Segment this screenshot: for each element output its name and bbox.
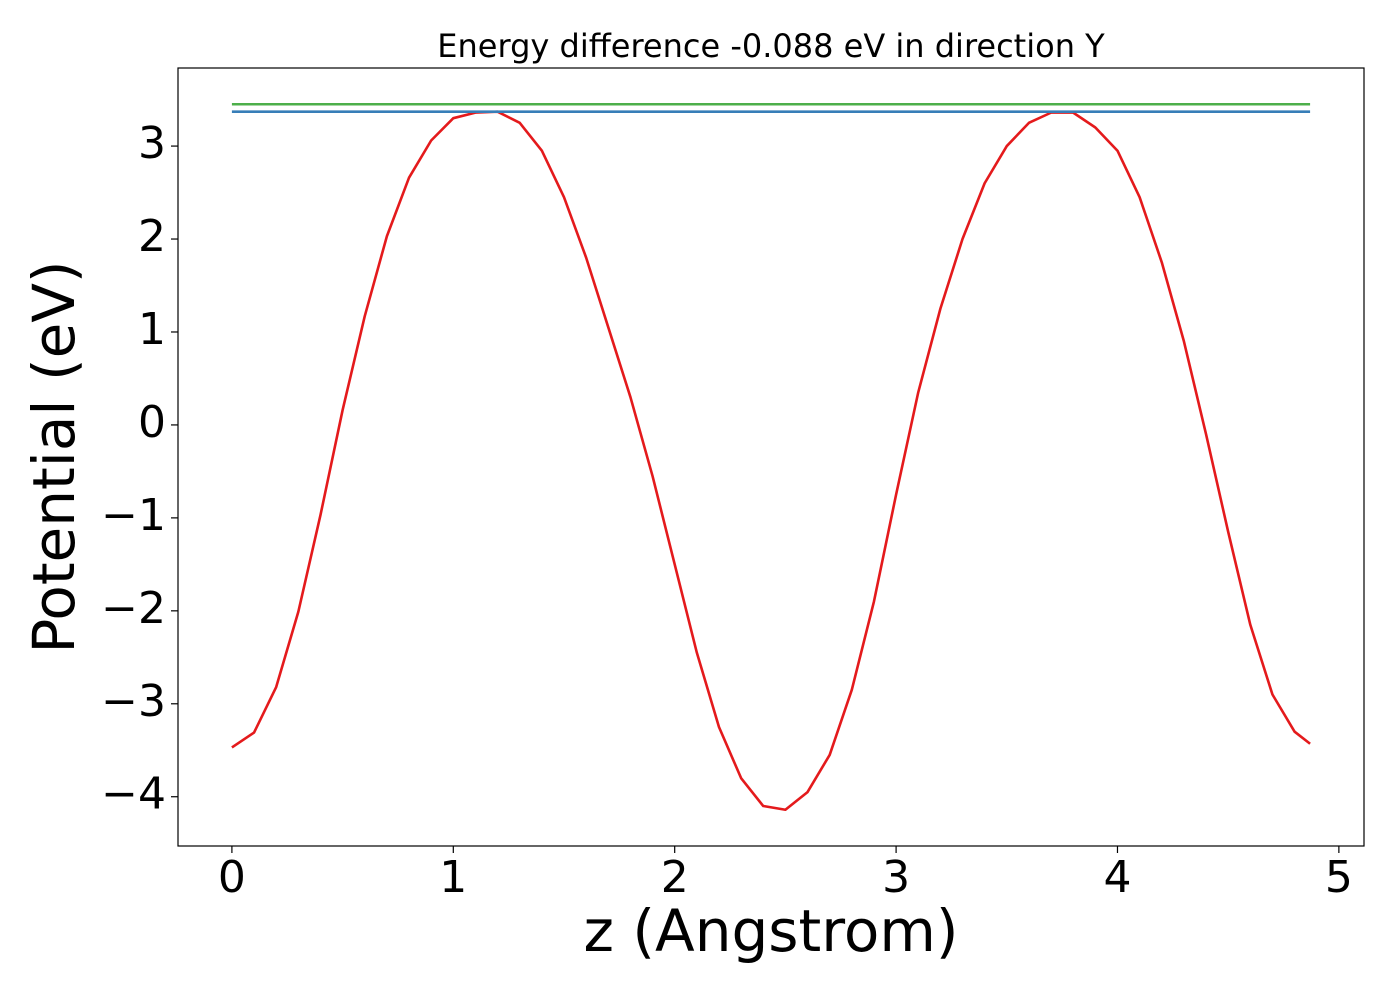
x-tick-label: 3: [882, 852, 910, 903]
y-tick-label: 1: [138, 304, 166, 355]
y-tick-label: 2: [138, 211, 166, 262]
plot-frame: [177, 67, 1365, 847]
x-tick-label: 0: [218, 852, 246, 903]
x-tick-label: 2: [661, 852, 689, 903]
y-tick-label: −3: [101, 676, 166, 727]
x-tick-label: 4: [1103, 852, 1131, 903]
x-axis-label: z (Angstrom): [584, 897, 959, 965]
y-axis-label: Potential (eV): [20, 260, 88, 653]
x-tick-label: 1: [439, 852, 467, 903]
y-tick-label: 3: [138, 118, 166, 169]
y-tick-label: 0: [138, 397, 166, 448]
y-tick-label: −2: [101, 583, 166, 634]
line-series: [231, 110, 1311, 812]
y-tick-label: −1: [101, 490, 166, 541]
y-tick-label: −4: [101, 769, 166, 820]
x-tick-label: 5: [1325, 852, 1353, 903]
chart-title: Energy difference -0.088 eV in direction…: [437, 27, 1105, 65]
